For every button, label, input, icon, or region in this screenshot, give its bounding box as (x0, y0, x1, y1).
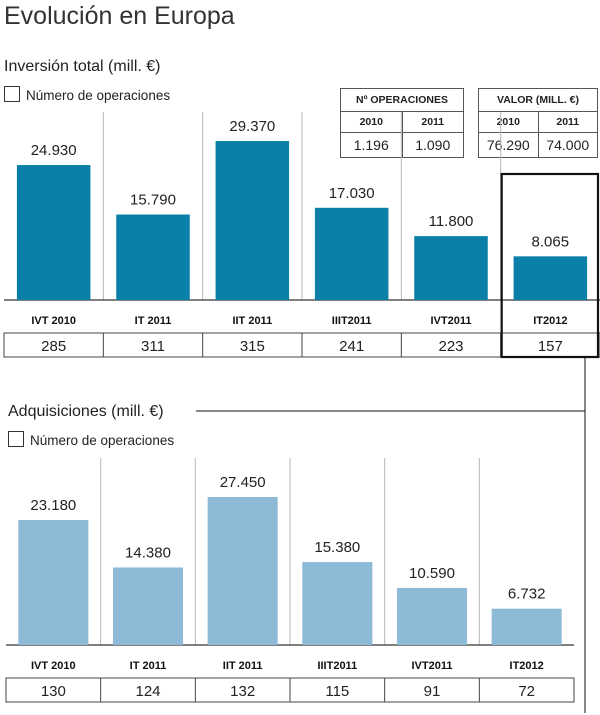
bar (18, 520, 89, 645)
chart1-legend-swatch (4, 86, 20, 102)
bar (314, 207, 389, 300)
bar (513, 256, 588, 300)
chart1-legend-label: Número de operaciones (26, 88, 171, 103)
bar (116, 214, 190, 300)
category-label: IT2012 (510, 660, 544, 672)
bar-value-label: 17.030 (329, 185, 375, 202)
chart1-subtitle: Inversión total (mill. €) (4, 58, 161, 75)
bar-value-label: 29.370 (229, 118, 275, 135)
category-label: IIT 2011 (232, 315, 272, 327)
category-label: IVT2011 (431, 315, 472, 327)
bar (207, 497, 278, 645)
bar (302, 562, 373, 645)
operations-count: 91 (424, 683, 441, 700)
bar (396, 587, 468, 645)
value-table-header: VALOR (MILL. €) (478, 88, 598, 112)
category-label: IIIT2011 (332, 315, 372, 327)
operations-value-2010: 1.196 (340, 132, 403, 158)
bar (491, 608, 562, 645)
highlight-box (500, 172, 600, 359)
category-label: IT 2011 (130, 660, 167, 672)
category-label: IIIT2011 (317, 660, 357, 672)
chart2-subtitle: Adquisiciones (mill. €) (8, 403, 164, 420)
operations-count: 311 (141, 338, 165, 355)
bar-value-label: 23.180 (30, 497, 76, 514)
bar (215, 141, 290, 300)
category-label: IT 2011 (135, 315, 172, 327)
operations-count: 130 (41, 683, 66, 700)
bar-value-label: 10.590 (409, 565, 455, 582)
bar-value-label: 14.380 (125, 544, 171, 561)
bar-value-label: 24.930 (31, 142, 77, 159)
bar-value-label: 8.065 (532, 233, 570, 250)
operations-count: 241 (339, 338, 364, 355)
bar-value-label: 6.732 (508, 586, 546, 603)
category-label: IVT 2010 (31, 315, 76, 327)
bar-value-label: 27.450 (220, 474, 266, 491)
bar-value-label: 15.380 (314, 539, 360, 556)
operations-count: 157 (538, 338, 563, 355)
operations-table: Nº OPERACIONES 2010 2011 1.196 1.090 (340, 88, 464, 158)
operations-count: 132 (230, 683, 255, 700)
bar-value-label: 11.800 (429, 213, 474, 230)
category-label: IT2012 (533, 315, 567, 327)
category-label: IVT 2010 (31, 660, 76, 672)
operations-count: 223 (438, 338, 463, 355)
operations-count: 124 (135, 683, 160, 700)
operations-year-2011: 2011 (401, 111, 464, 133)
value-table: VALOR (MILL. €) 2010 2011 76.290 74.000 (478, 88, 598, 158)
operations-count: 72 (518, 683, 535, 700)
value-value-2010: 76.290 (478, 132, 539, 158)
bar (16, 165, 91, 300)
chart2-legend-label: Número de operaciones (30, 433, 175, 448)
operations-count: 315 (240, 338, 265, 355)
operations-count: 115 (325, 683, 349, 700)
operations-count: 285 (41, 338, 66, 355)
operations-table-header: Nº OPERACIONES (340, 88, 464, 112)
bar (112, 567, 184, 645)
page-title: Evolución en Europa (4, 2, 235, 30)
bar-value-label: 15.790 (130, 192, 176, 209)
bar (414, 236, 488, 300)
value-value-2011: 74.000 (537, 132, 598, 158)
category-label: IIT 2011 (223, 660, 263, 672)
chart2-legend-swatch (8, 431, 24, 447)
operations-value-2011: 1.090 (401, 132, 464, 158)
category-label: IVT2011 (412, 660, 453, 672)
